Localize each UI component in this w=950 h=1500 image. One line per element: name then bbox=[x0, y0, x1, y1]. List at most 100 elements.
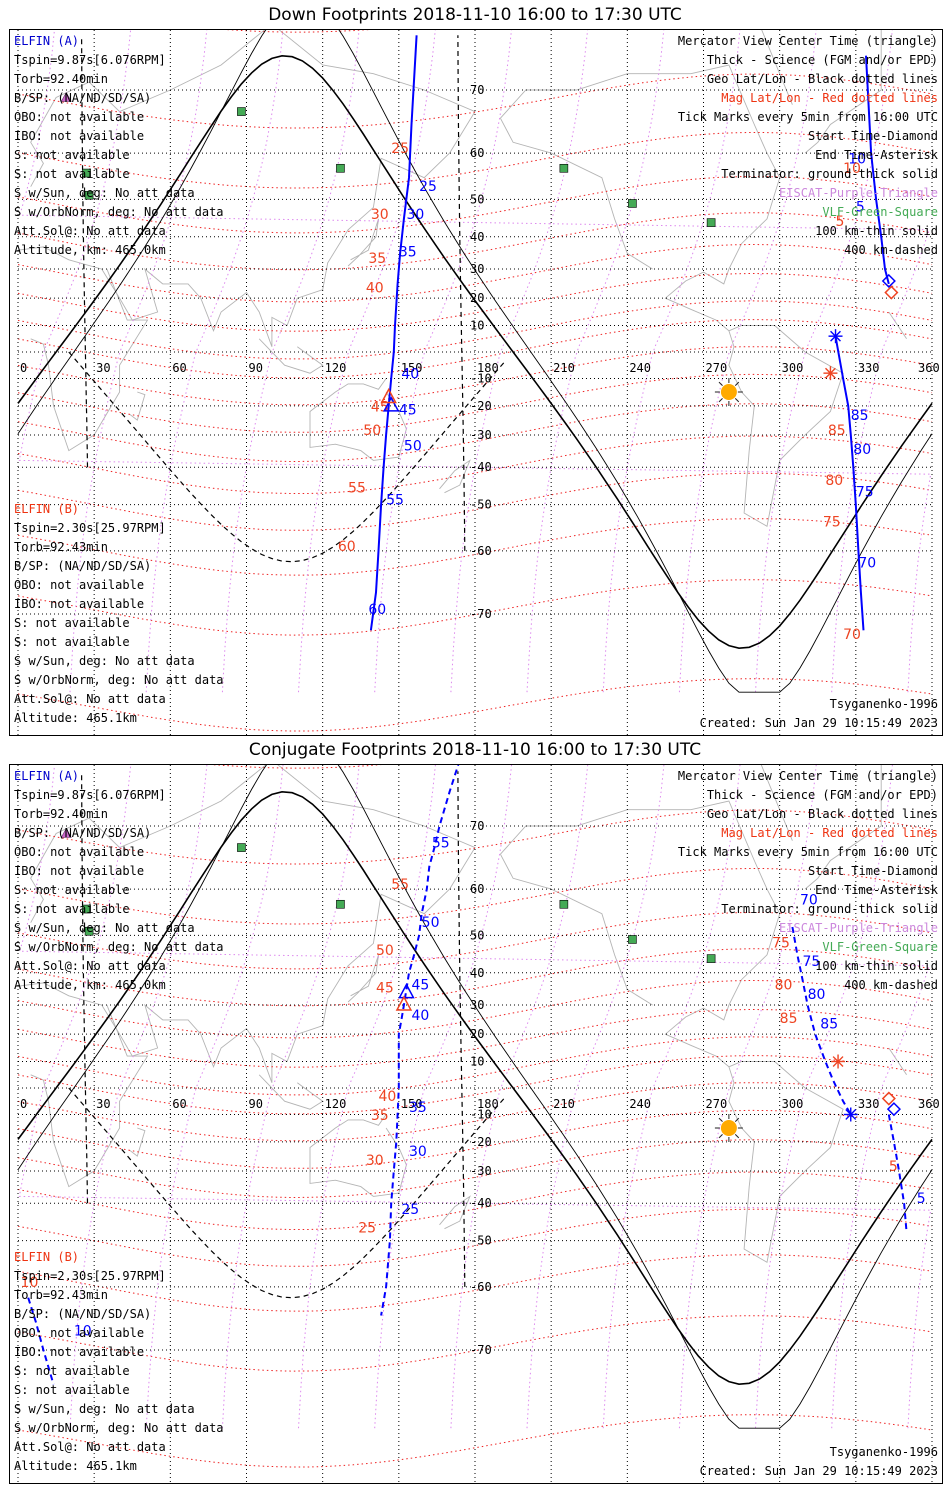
longitude-label: 360 bbox=[918, 361, 940, 375]
legend: Mercator View Center Time (triangle) Thic… bbox=[678, 32, 938, 260]
coastline bbox=[129, 1127, 146, 1157]
probe-a-line: B/SP: (NA/ND/SD/SA) bbox=[14, 91, 152, 105]
probe-a-line: Torb=92.40min bbox=[14, 72, 108, 86]
probe-b-info: ELFIN (B) Tspin=2.30s[25.97RPM] Torb=92.4… bbox=[14, 500, 224, 728]
probe-b-line: Torb=92.43min bbox=[14, 540, 108, 554]
mag-latitude-line bbox=[17, 809, 933, 865]
start-diamond bbox=[886, 1102, 901, 1117]
latitude-label: 40 bbox=[470, 966, 484, 980]
probe-b-line: S w/Sun, deg: No att data bbox=[14, 1402, 195, 1416]
terminator-curve bbox=[17, 30, 933, 693]
tick-label: 10 bbox=[843, 161, 861, 177]
sun-icon bbox=[714, 1113, 743, 1142]
tick-label: 80 bbox=[825, 473, 843, 489]
latitude-label: -70 bbox=[470, 607, 492, 621]
longitude-label: 210 bbox=[553, 361, 575, 375]
probe-a-line: S: not available bbox=[14, 883, 130, 897]
model-label: Tsyganenko-1996 bbox=[829, 1445, 938, 1459]
vlf-station-square bbox=[237, 843, 246, 852]
tick-label: 35 bbox=[399, 245, 417, 261]
coastline bbox=[17, 30, 476, 347]
legend-entry: 100 km-thin solid bbox=[815, 959, 938, 973]
tick-label: 60 bbox=[368, 602, 386, 618]
probe-a-track bbox=[369, 35, 418, 631]
tick-label: 5 bbox=[856, 199, 865, 215]
tick-label: 35 bbox=[371, 1108, 389, 1124]
center-time-triangle bbox=[380, 387, 397, 404]
coastline bbox=[760, 765, 882, 890]
legend-entry: Start Time-Diamond bbox=[807, 129, 938, 143]
tick-label: 30 bbox=[406, 207, 424, 223]
legend-entry: Geo Lat/Lon - Black dotted lines bbox=[706, 72, 938, 86]
longitude-label: 120 bbox=[325, 361, 347, 375]
latitude-label: -70 bbox=[470, 1343, 492, 1357]
tick-label: 55 bbox=[348, 481, 366, 497]
vlf-station-square bbox=[82, 904, 91, 914]
latitude-label: 10 bbox=[470, 1055, 484, 1069]
latitude-label: -10 bbox=[470, 1107, 492, 1121]
vlf-station-square bbox=[336, 163, 345, 173]
probe-b-track bbox=[865, 55, 890, 285]
legend-entry: 400 km-dashed bbox=[844, 978, 938, 992]
probe-b-line: S w/OrbNorm, deg: No att data bbox=[14, 673, 224, 687]
probe-a-line: IBO: not available bbox=[14, 129, 145, 143]
map-canvas-conjugate: 0 30 60 90 120 150 180 210 240 270 300 330 360 70 60 50… bbox=[17, 765, 940, 1483]
longitude-label: 270 bbox=[706, 361, 728, 375]
latitude-label: -60 bbox=[470, 544, 492, 558]
mag-meridian-line bbox=[221, 30, 360, 693]
end-asterisk bbox=[823, 366, 838, 381]
mag-meridian-line bbox=[18, 30, 932, 693]
tick-label: 30 bbox=[366, 1153, 384, 1169]
probe-a-line: OBO: not available bbox=[14, 845, 145, 859]
probe-b-info: ELFIN (B) Tspin=2.30s[25.97RPM] Torb=92.4… bbox=[14, 1248, 224, 1476]
probe-a-line: Altitude, km: 465.0km bbox=[14, 978, 166, 992]
end-asterisk bbox=[828, 329, 843, 344]
legend-entry: Mercator View Center Time (triangle) bbox=[677, 34, 938, 48]
tick-label: 25 bbox=[419, 179, 437, 195]
probe-b-line: IBO: not available bbox=[14, 597, 145, 611]
tick-label: 35 bbox=[368, 251, 386, 267]
latitude-label: -40 bbox=[470, 460, 492, 474]
coastline bbox=[500, 117, 653, 270]
probe-a-name: ELFIN (A) bbox=[14, 769, 80, 783]
probe-b-lines: Tspin=2.30s[25.97RPM] Torb=92.43min B/SP: … bbox=[14, 519, 224, 728]
legend-entry: Mercator View Center Time (triangle) bbox=[677, 769, 938, 783]
vlf-station-square bbox=[559, 899, 569, 909]
probe-a-info: ELFIN (A) Tspin=9.87s[6.076RPM] Torb=92.4… bbox=[14, 32, 224, 260]
vlf-station-square bbox=[628, 199, 637, 208]
probe-b-line: IBO: not available bbox=[14, 1345, 145, 1359]
latitude-label: 10 bbox=[470, 319, 484, 333]
mag-meridian-line bbox=[145, 30, 284, 693]
coastline bbox=[258, 1074, 324, 1110]
probe-a-line: Tspin=9.87s[6.076RPM] bbox=[14, 788, 166, 802]
panel-title-conjugate: Conjugate Footprints 2018-11-10 16:00 to… bbox=[248, 740, 702, 760]
longitude-label: 120 bbox=[325, 1097, 347, 1111]
created-label: Created: Sun Jan 29 10:15:49 2023 bbox=[699, 716, 938, 730]
coastline bbox=[347, 218, 379, 267]
latitude-label: 30 bbox=[470, 262, 484, 276]
mag-latitude-line bbox=[17, 73, 933, 129]
tick-label: 85 bbox=[828, 423, 846, 439]
coastline bbox=[500, 853, 653, 1006]
tick-label: 10 bbox=[21, 1275, 39, 1291]
tick-label: 5 bbox=[889, 1159, 898, 1175]
coastline bbox=[500, 800, 844, 1264]
longitude-label: 30 bbox=[96, 361, 110, 375]
tick-label: 50 bbox=[422, 915, 440, 931]
legend-entry: Tick Marks every 5min from 16:00 UTC bbox=[677, 110, 938, 124]
created-label: Created: Sun Jan 29 10:15:49 2023 bbox=[699, 1464, 938, 1478]
tick-label: 30 bbox=[409, 1144, 427, 1160]
tick-label: 40 bbox=[401, 366, 419, 382]
center-time-triangle bbox=[382, 396, 400, 412]
longitude-label: 240 bbox=[629, 1097, 651, 1111]
coastline bbox=[258, 338, 324, 374]
probe-b-name: ELFIN (B) bbox=[14, 502, 80, 516]
longitude-label: 210 bbox=[553, 1097, 575, 1111]
mag-meridian-line bbox=[18, 765, 932, 1429]
tick-label: 25 bbox=[391, 141, 409, 157]
probe-a-line: OBO: not available bbox=[14, 110, 145, 124]
latitude-label: -40 bbox=[470, 1196, 492, 1210]
terminator-400km bbox=[457, 771, 466, 1287]
longitude-label: 30 bbox=[96, 1097, 110, 1111]
probe-b-line: S w/OrbNorm, deg: No att data bbox=[14, 1421, 224, 1435]
